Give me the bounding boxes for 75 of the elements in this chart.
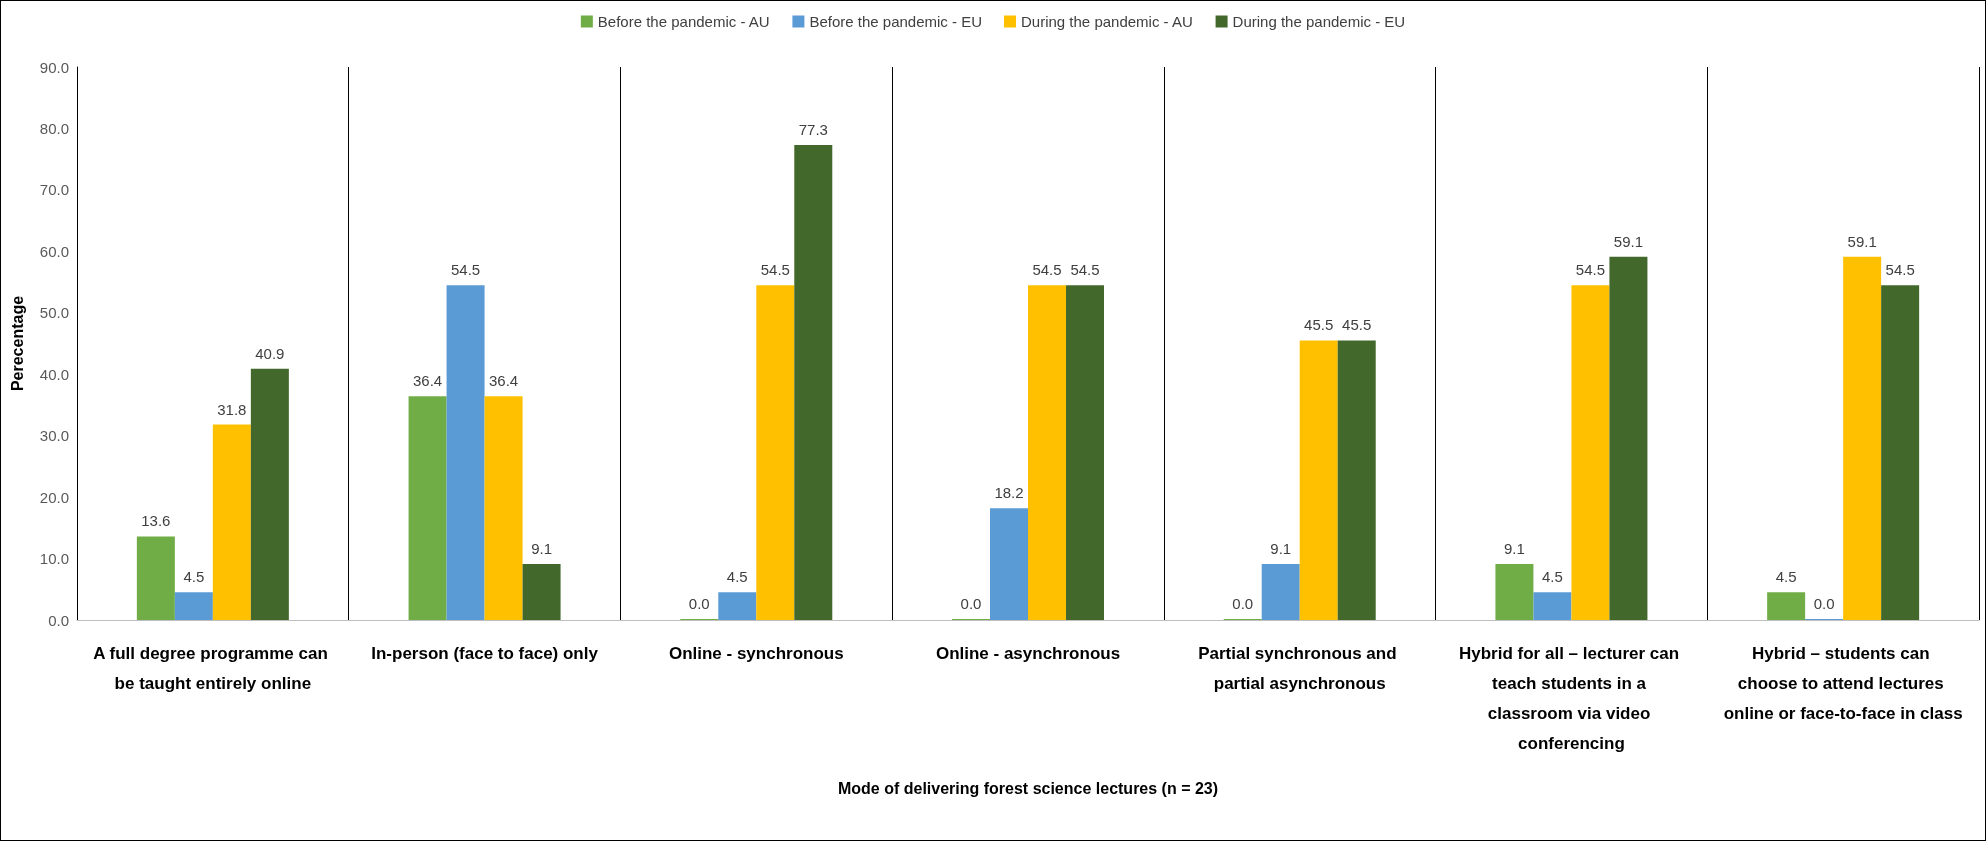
- y-axis-title: Perecentage: [8, 295, 26, 392]
- bar: [1261, 564, 1300, 620]
- bar: [484, 396, 523, 620]
- data-label: 54.5: [1070, 261, 1100, 279]
- bar: [1299, 340, 1338, 620]
- bar: [1571, 285, 1610, 620]
- y-tick-label: 0.0: [48, 611, 69, 629]
- x-tick-label: Online - synchronous: [668, 643, 844, 663]
- x-tick-label: Hybrid for all – lecturer can teach students in a classroom via video conferencing: [1459, 643, 1684, 753]
- legend-label: Before the pandemic - EU: [809, 13, 983, 30]
- bar: [1881, 285, 1920, 620]
- data-label: 45.5: [1342, 316, 1372, 334]
- x-axis-title: Mode of delivering forest science lectures (n = 23): [837, 779, 1219, 797]
- y-tick-label: 10.0: [39, 550, 69, 568]
- bar: [446, 285, 485, 620]
- legend-label: Before the pandemic - AU: [597, 13, 770, 30]
- data-label: 40.9: [255, 344, 285, 362]
- data-label: 77.3: [798, 121, 828, 139]
- data-label: 54.5: [1032, 261, 1062, 279]
- bar: [794, 145, 833, 620]
- x-tick-label: Partial synchronous and partial asynchronous: [1198, 643, 1402, 693]
- bar: [1337, 340, 1376, 620]
- bar: [1843, 256, 1882, 620]
- bar: [1028, 285, 1066, 620]
- data-label: 54.5: [760, 261, 790, 279]
- bar: [212, 424, 251, 620]
- data-label: 0.0: [1232, 595, 1254, 612]
- data-label: 36.4: [488, 372, 519, 390]
- x-tick-label: Online - asynchronous: [935, 643, 1121, 663]
- data-label: 36.4: [412, 372, 443, 390]
- data-label: 18.2: [994, 484, 1024, 502]
- legend-label: During the pandemic - AU: [1021, 13, 1193, 30]
- data-label: 9.1: [1270, 540, 1292, 558]
- bar: [1767, 592, 1806, 620]
- data-label: 59.1: [1847, 232, 1877, 250]
- bar: [408, 396, 447, 620]
- data-label: 0.0: [960, 595, 982, 612]
- bar: [1533, 592, 1572, 620]
- data-label: 54.5: [1885, 261, 1915, 279]
- data-label: 59.1: [1613, 232, 1644, 250]
- x-tick-label: A full degree programme can be taught entirely online: [93, 643, 333, 693]
- y-tick-label: 40.0: [39, 365, 69, 383]
- data-label: 0.0: [688, 595, 710, 612]
- legend-label: During the pandemic - EU: [1232, 13, 1406, 30]
- data-label: 0.0: [1813, 595, 1835, 612]
- x-tick-label: Hybrid – students can choose to attend lectures online or face-to-face in class: [1723, 643, 1963, 723]
- bar: [718, 592, 757, 620]
- y-tick-label: 70.0: [39, 181, 69, 199]
- data-label: 4.5: [1775, 568, 1797, 586]
- data-label: 54.5: [450, 261, 481, 279]
- bar: [1066, 285, 1104, 620]
- data-label: 4.5: [183, 568, 205, 586]
- data-label: 45.5: [1304, 316, 1334, 334]
- data-label: 9.1: [531, 540, 552, 558]
- y-tick-label: 30.0: [39, 427, 69, 445]
- bar: [136, 536, 175, 620]
- data-label: 13.6: [141, 512, 171, 530]
- data-label: 9.1: [1504, 540, 1525, 558]
- data-label: 31.8: [217, 400, 247, 418]
- bar: [990, 508, 1028, 620]
- data-label: 4.5: [726, 568, 748, 586]
- y-tick-label: 50.0: [39, 304, 69, 322]
- bar: [522, 564, 561, 620]
- y-tick-label: 60.0: [39, 242, 69, 260]
- y-tick-label: 20.0: [39, 488, 69, 506]
- bar: [1495, 564, 1534, 620]
- y-tick-label: 80.0: [39, 119, 69, 137]
- x-tick-label: In-person (face to face) only: [371, 643, 599, 663]
- y-tick-label: 90.0: [39, 58, 69, 76]
- bar: [174, 592, 213, 620]
- bar: [756, 285, 795, 620]
- data-label: 54.5: [1575, 261, 1606, 279]
- bar: [1609, 256, 1648, 620]
- bar: [250, 368, 289, 620]
- data-label: 4.5: [1542, 568, 1563, 586]
